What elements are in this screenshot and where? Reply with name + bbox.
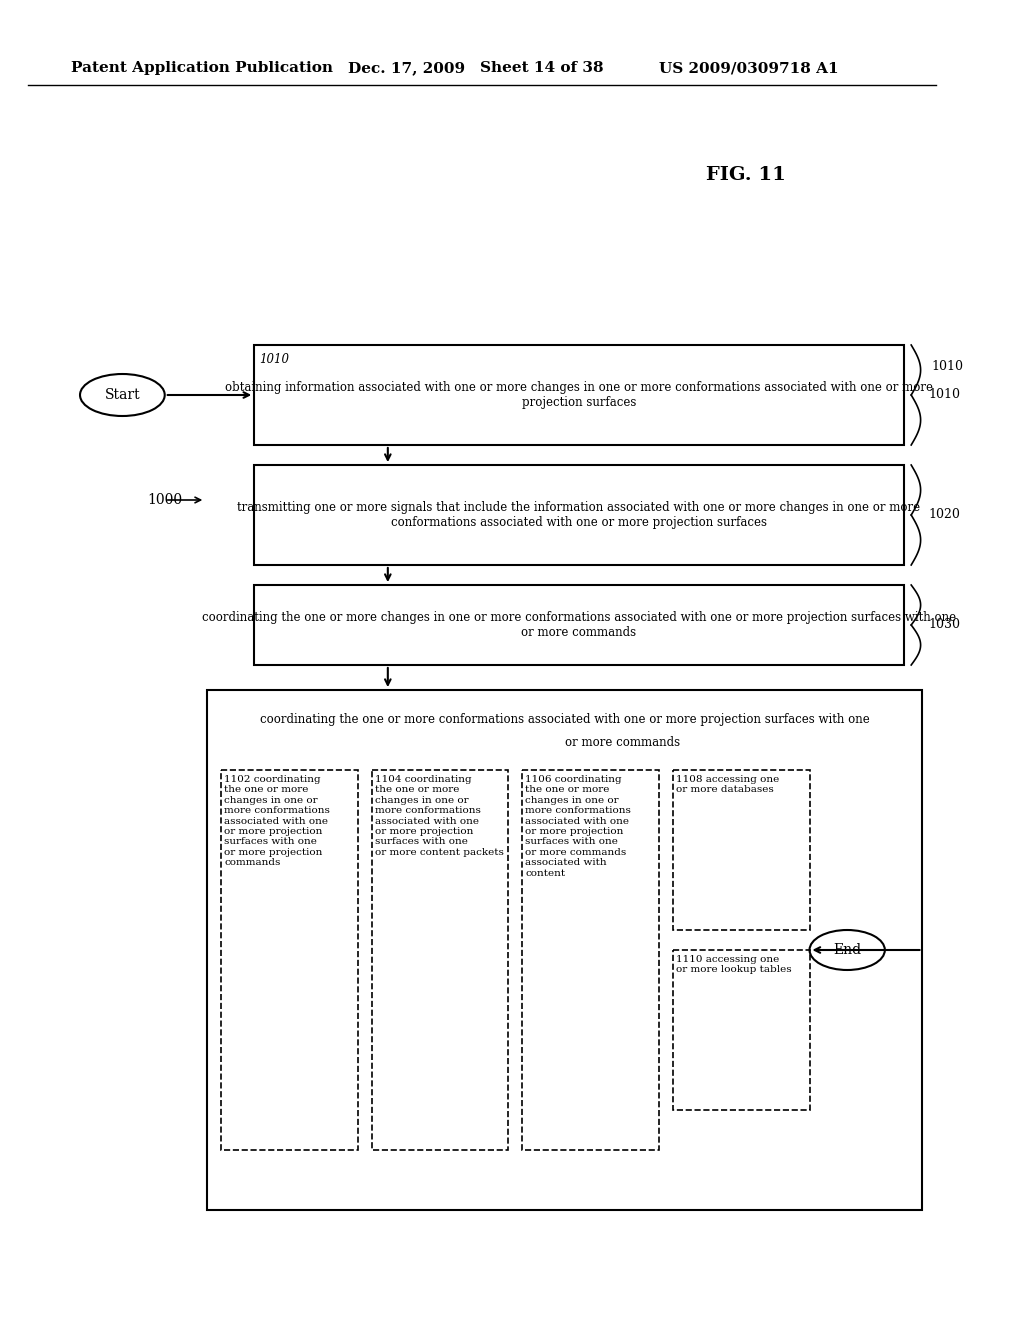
Bar xyxy=(207,690,923,1210)
Text: Start: Start xyxy=(104,388,140,403)
Text: 1102 coordinating
the one or more
changes in one or
more conformations
associate: 1102 coordinating the one or more change… xyxy=(224,775,330,867)
Bar xyxy=(254,465,903,565)
Text: 1010: 1010 xyxy=(932,360,964,374)
Text: 1010: 1010 xyxy=(928,388,961,401)
Bar xyxy=(372,770,508,1150)
Text: 1104 coordinating
the one or more
changes in one or
more conformations
associate: 1104 coordinating the one or more change… xyxy=(375,775,504,857)
Text: 1010: 1010 xyxy=(259,352,289,366)
Text: 1020: 1020 xyxy=(928,508,961,521)
Text: US 2009/0309718 A1: US 2009/0309718 A1 xyxy=(658,61,839,75)
Text: or more commands: or more commands xyxy=(565,735,680,748)
Bar xyxy=(221,770,357,1150)
Bar xyxy=(254,345,903,445)
Text: obtaining information associated with one or more changes in one or more conform: obtaining information associated with on… xyxy=(225,381,933,409)
Bar xyxy=(673,950,810,1110)
Bar xyxy=(254,585,903,665)
Text: 1106 coordinating
the one or more
changes in one or
more conformations
associate: 1106 coordinating the one or more change… xyxy=(525,775,631,878)
Bar xyxy=(522,770,658,1150)
Text: 1030: 1030 xyxy=(928,619,961,631)
Text: End: End xyxy=(834,942,861,957)
Text: 1000: 1000 xyxy=(147,492,182,507)
Text: Patent Application Publication: Patent Application Publication xyxy=(71,61,333,75)
Text: Sheet 14 of 38: Sheet 14 of 38 xyxy=(480,61,604,75)
Text: FIG. 11: FIG. 11 xyxy=(706,166,785,183)
Text: 1110 accessing one
or more lookup tables: 1110 accessing one or more lookup tables xyxy=(676,954,792,974)
Text: coordinating the one or more conformations associated with one or more projectio: coordinating the one or more conformatio… xyxy=(260,714,869,726)
Text: 1108 accessing one
or more databases: 1108 accessing one or more databases xyxy=(676,775,779,795)
Text: Dec. 17, 2009: Dec. 17, 2009 xyxy=(348,61,466,75)
Text: coordinating the one or more changes in one or more conformations associated wit: coordinating the one or more changes in … xyxy=(202,611,956,639)
Bar xyxy=(673,770,810,931)
Text: transmitting one or more signals that include the information associated with on: transmitting one or more signals that in… xyxy=(238,502,921,529)
